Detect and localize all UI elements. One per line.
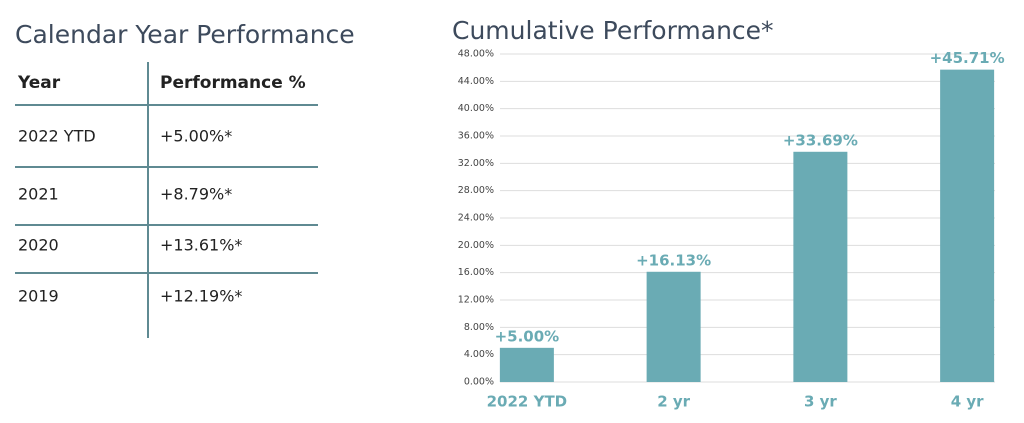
- y-tick-label: 4.00%: [464, 349, 494, 360]
- value-label: +16.13%: [636, 251, 711, 269]
- y-tick-label: 36.00%: [458, 131, 494, 142]
- table-cell: +12.19%*: [160, 287, 242, 306]
- table-header: Year: [17, 73, 61, 93]
- y-tick-label: 8.00%: [464, 322, 494, 333]
- x-tick-label: 2 yr: [657, 393, 690, 411]
- y-tick-label: 32.00%: [458, 158, 494, 169]
- bar: [940, 69, 995, 383]
- bar: [499, 347, 554, 382]
- y-tick-label: 24.00%: [458, 213, 494, 224]
- table-title: Calendar Year Performance: [15, 20, 355, 49]
- y-tick-label: 20.00%: [458, 240, 494, 251]
- bar: [793, 151, 848, 382]
- y-tick-label: 44.00%: [458, 76, 494, 87]
- x-tick-label: 4 yr: [951, 393, 984, 411]
- table-cell: 2022 YTD: [18, 127, 96, 146]
- table-cell: 2020: [18, 236, 59, 255]
- value-label: +45.71%: [930, 49, 1005, 67]
- y-tick-label: 16.00%: [458, 267, 494, 278]
- table-cell: +13.61%*: [160, 236, 242, 255]
- y-tick-label: 48.00%: [458, 49, 494, 60]
- y-tick-label: 12.00%: [458, 295, 494, 306]
- table-cell: +8.79%*: [160, 185, 232, 204]
- y-tick-label: 40.00%: [458, 103, 494, 114]
- x-tick-label: 3 yr: [804, 393, 837, 411]
- y-tick-label: 28.00%: [458, 185, 494, 196]
- table-header: Performance %: [160, 73, 306, 93]
- table-cell: 2021: [18, 185, 59, 204]
- table-cell: +5.00%*: [160, 127, 232, 146]
- value-label: +33.69%: [783, 131, 858, 149]
- value-label: +5.00%: [495, 327, 560, 345]
- bar: [646, 271, 701, 382]
- chart-title: Cumulative Performance*: [452, 16, 774, 45]
- x-tick-label: 2022 YTD: [487, 393, 568, 411]
- table-cell: 2019: [18, 287, 59, 306]
- y-tick-label: 0.00%: [464, 377, 494, 388]
